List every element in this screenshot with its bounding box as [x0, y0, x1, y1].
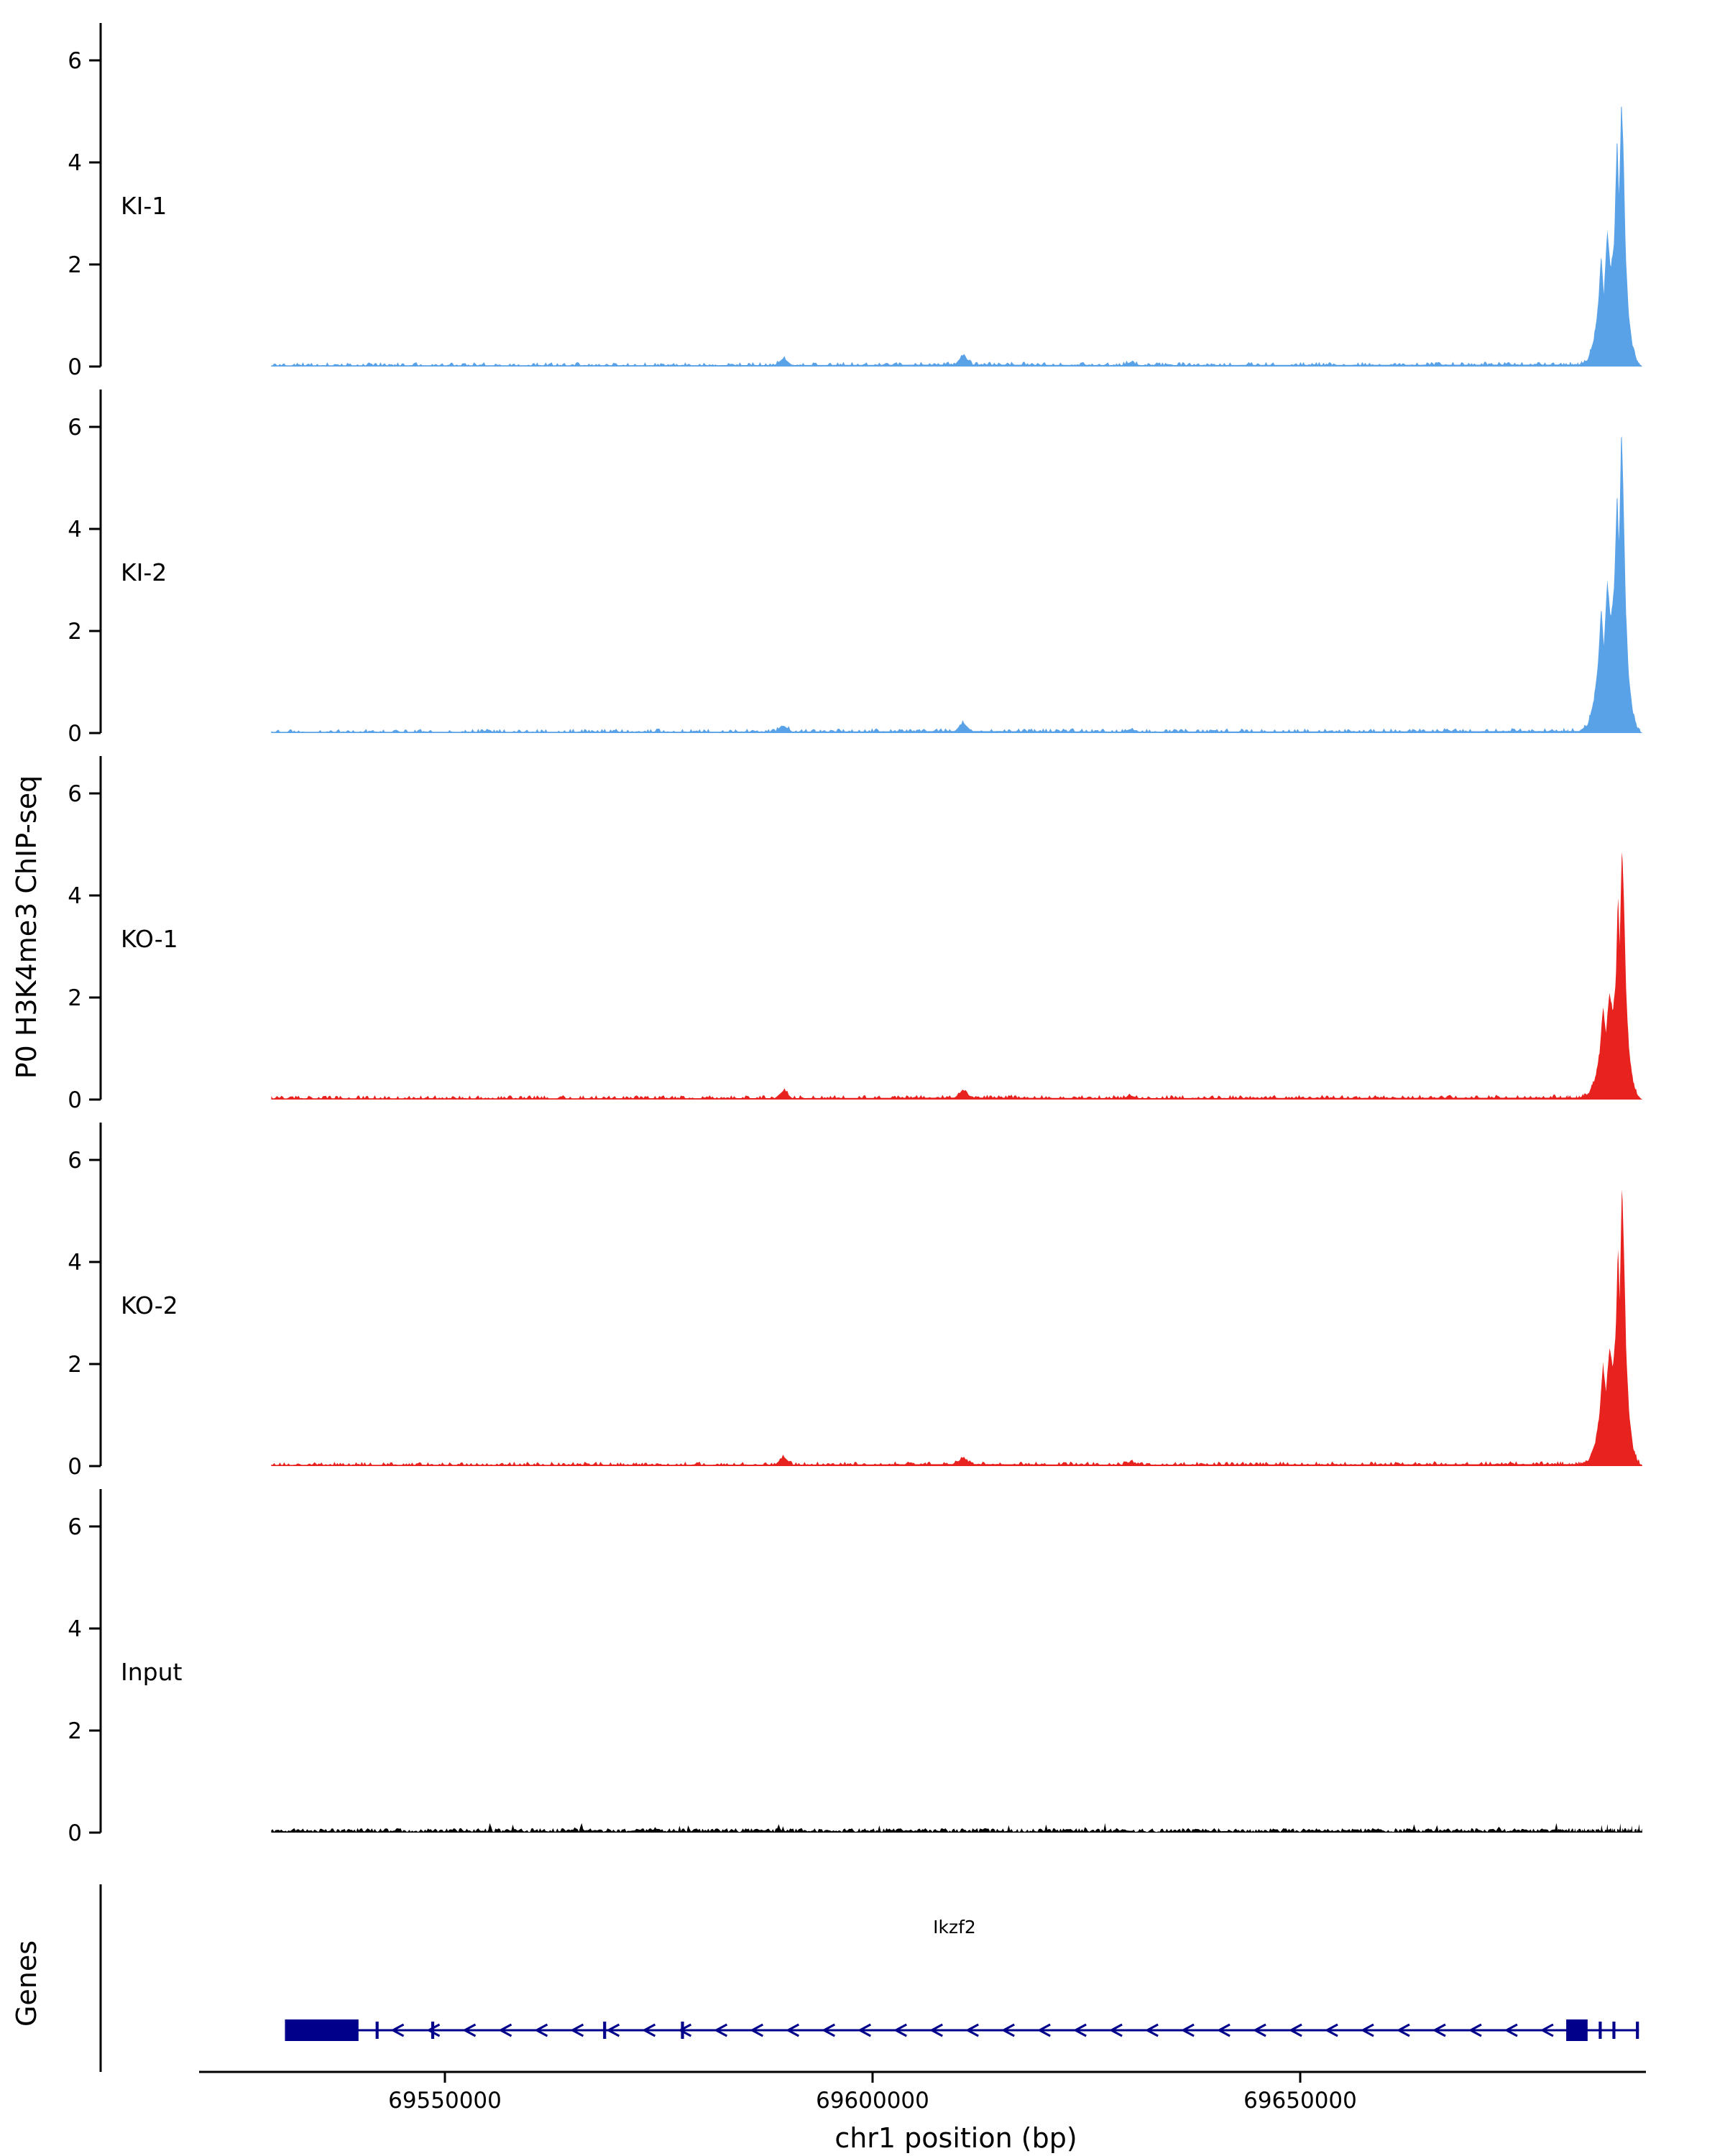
track-name-label: KI-2 [121, 558, 167, 586]
chart-render-root: 0 2 4 6 KI-1 0 2 4 6 KI-2 0 2 4 6 KO-1 0 2 4 6 KO-2 0 2 4 6 Inpu… [68, 23, 1646, 2114]
signal-area [271, 106, 1642, 367]
gene-exon [1612, 2022, 1616, 2039]
x-axis: 69550000 69600000 69650000 [199, 2070, 1646, 2114]
strand-arrow-left-icon [570, 2023, 584, 2037]
genes-panel [99, 1884, 1639, 2072]
y-tick-label: 0 [68, 721, 82, 747]
strand-arrow-left-icon [462, 2023, 477, 2037]
y-tick-label: 2 [68, 1718, 82, 1744]
gene-name-label: Ikzf2 [933, 1917, 976, 1938]
track-name-label: KO-1 [121, 925, 178, 953]
strand-arrow-left-icon [1540, 2023, 1554, 2037]
signal-area [271, 1823, 1642, 1833]
y-tick-label: 6 [68, 781, 82, 807]
strand-arrow-left-icon [822, 2023, 836, 2037]
track-name-label: KO-2 [121, 1291, 178, 1319]
strand-arrow-left-icon [1360, 2023, 1374, 2037]
signal-area [271, 1189, 1642, 1466]
y-tick-label: 2 [68, 985, 82, 1011]
y-tick-label: 6 [68, 1514, 82, 1540]
track-Input: 0 2 4 6 Input [68, 1489, 1642, 1846]
y-tick-label: 2 [68, 1352, 82, 1378]
track-name-label: Input [121, 1658, 183, 1686]
strand-arrow-left-icon [678, 2023, 692, 2037]
x-tick-label: 69650000 [1243, 2088, 1357, 2114]
track-KI-2: 0 2 4 6 KI-2 [68, 390, 1642, 747]
strand-arrow-left-icon [1288, 2023, 1302, 2037]
gene-exon [603, 2022, 607, 2039]
strand-arrow-left-icon [1108, 2023, 1123, 2037]
strand-arrow-left-icon [1504, 2023, 1518, 2037]
strand-arrow-left-icon [426, 2023, 441, 2037]
strand-arrow-left-icon [929, 2023, 943, 2037]
strand-arrow-left-icon [1468, 2023, 1482, 2037]
track-KI-1: 0 2 4 6 KI-1 [68, 23, 1642, 380]
y-tick-label: 0 [68, 354, 82, 380]
strand-arrow-left-icon [714, 2023, 728, 2037]
strand-arrow-left-icon [1144, 2023, 1159, 2037]
signal-area [271, 852, 1642, 1100]
gene-exon [285, 2019, 359, 2041]
gene-exon [375, 2022, 379, 2039]
strand-arrow-left-icon [498, 2023, 512, 2037]
gene-exon [431, 2022, 435, 2039]
y-tick-label: 4 [68, 517, 82, 543]
y-tick-label: 0 [68, 1820, 82, 1846]
track-name-label: KI-1 [121, 192, 167, 220]
y-tick-label: 4 [68, 150, 82, 176]
signal-area [271, 436, 1642, 733]
y-tick-label: 0 [68, 1087, 82, 1113]
strand-arrow-left-icon [893, 2023, 907, 2037]
strand-arrow-left-icon [1252, 2023, 1266, 2037]
y-axis-title: P0 H3K4me3 ChIP-seq [11, 775, 42, 1079]
gene-exon [1566, 2019, 1588, 2041]
strand-arrow-left-icon [534, 2023, 548, 2037]
x-tick-label: 69550000 [388, 2088, 502, 2114]
strand-arrow-left-icon [1180, 2023, 1195, 2037]
gene-exon [1636, 2022, 1639, 2039]
y-tick-label: 2 [68, 619, 82, 645]
x-axis-title: chr1 position (bp) [834, 2122, 1077, 2154]
track-KO-1: 0 2 4 6 KO-1 [68, 756, 1642, 1113]
strand-arrow-left-icon [1216, 2023, 1230, 2037]
x-tick-label: 69600000 [816, 2088, 929, 2114]
genes-panel-title: Genes [11, 1940, 42, 2027]
track-KO-2: 0 2 4 6 KO-2 [68, 1123, 1642, 1480]
y-tick-label: 2 [68, 252, 82, 278]
strand-arrow-left-icon [1001, 2023, 1015, 2037]
strand-arrow-left-icon [786, 2023, 800, 2037]
strand-arrow-left-icon [642, 2023, 656, 2037]
gene-exon [1598, 2022, 1602, 2039]
y-tick-label: 4 [68, 1616, 82, 1642]
strand-arrow-left-icon [965, 2023, 979, 2037]
y-tick-label: 6 [68, 48, 82, 74]
y-tick-label: 4 [68, 1250, 82, 1276]
strand-arrow-left-icon [606, 2023, 620, 2037]
y-tick-label: 6 [68, 415, 82, 441]
strand-arrow-left-icon [1037, 2023, 1051, 2037]
strand-arrow-left-icon [750, 2023, 764, 2037]
y-tick-label: 0 [68, 1454, 82, 1480]
strand-arrow-left-icon [390, 2023, 405, 2037]
strand-arrow-left-icon [1072, 2023, 1087, 2037]
strand-arrow-left-icon [857, 2023, 871, 2037]
strand-arrow-left-icon [1432, 2023, 1446, 2037]
strand-arrow-left-icon [1396, 2023, 1410, 2037]
y-tick-label: 6 [68, 1148, 82, 1174]
y-tick-label: 4 [68, 883, 82, 909]
strand-arrow-left-icon [1324, 2023, 1338, 2037]
